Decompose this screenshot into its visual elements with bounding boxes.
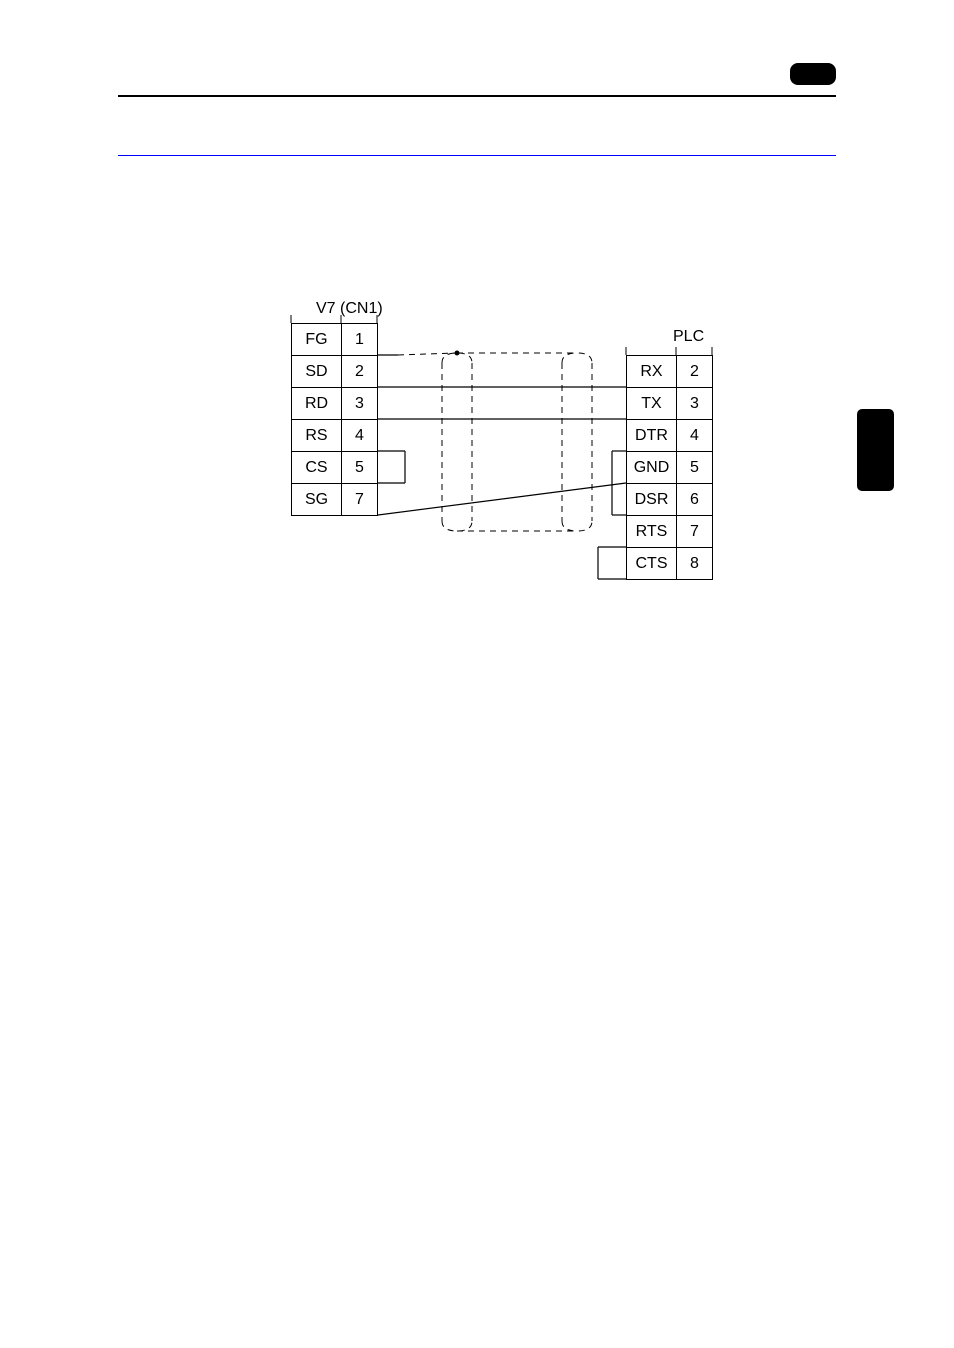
wiring-diagram — [0, 0, 954, 1348]
